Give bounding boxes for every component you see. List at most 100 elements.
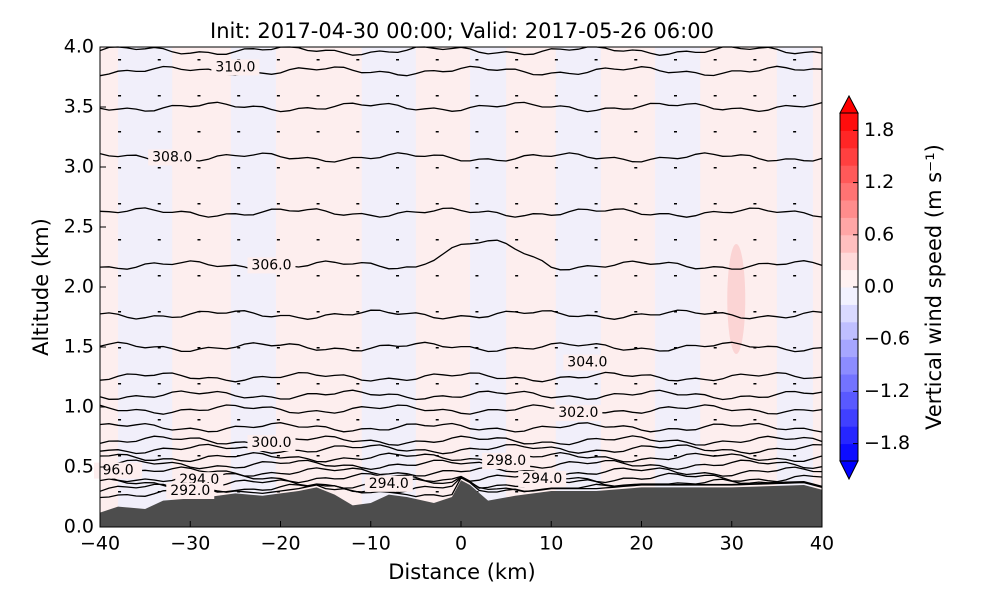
field-band: [555, 47, 601, 527]
wind-vector: [435, 239, 439, 241]
x-tick-label: −30: [170, 533, 210, 555]
colorbar-cell: [840, 374, 858, 392]
wind-vector: [673, 239, 677, 241]
chart-title: Init: 2017-04-30 00:00; Valid: 2017-05-2…: [210, 19, 714, 43]
wind-vector: [237, 239, 241, 241]
wind-vector: [515, 383, 519, 385]
colorbar-label: Vertical wind speed (m s⁻¹): [922, 144, 946, 430]
wind-vector: [515, 203, 519, 205]
wind-vector: [475, 455, 479, 457]
colorbar-cell: [840, 321, 858, 340]
wind-vector: [356, 131, 360, 133]
wind-vector: [634, 239, 638, 241]
wind-vector: [475, 203, 479, 205]
x-axis-label: Distance (km): [388, 560, 536, 584]
wind-vector: [118, 203, 122, 205]
contour-label: 302.0: [558, 405, 598, 421]
wind-vector: [475, 383, 479, 385]
wind-vector: [237, 131, 241, 133]
contour-line: [99, 152, 823, 163]
wind-vector: [435, 131, 439, 133]
colorbar-cell: [840, 182, 858, 201]
wind-vector: [713, 419, 717, 421]
contour-line: [99, 341, 823, 353]
wind-vector: [157, 311, 161, 313]
wind-vector: [316, 347, 320, 349]
colorbar-cell: [840, 304, 858, 323]
wind-vector: [475, 167, 479, 169]
wind-vector: [237, 383, 241, 385]
wind-vector: [793, 275, 797, 277]
wind-vector: [634, 311, 638, 313]
wind-vector: [634, 383, 638, 385]
colorbar-extend-bottom: [839, 460, 859, 481]
contour-line: [99, 371, 823, 383]
contour-label-bg: [211, 59, 260, 76]
wind-vector: [276, 383, 280, 385]
wind-vector: [753, 419, 757, 421]
x-tick-label: −10: [351, 533, 391, 555]
y-tick-label: 3.0: [64, 156, 94, 178]
y-tick-label: 3.5: [64, 96, 94, 118]
contour-label: 294.0: [369, 476, 409, 492]
wind-vector: [276, 131, 280, 133]
field-band: [118, 47, 173, 527]
contour-label-bg: [94, 462, 143, 479]
contour-label-bg: [482, 453, 531, 469]
wind-vector: [634, 419, 638, 421]
wind-vector: [396, 455, 400, 457]
wind-vector: [396, 383, 400, 385]
wind-vector: [793, 419, 797, 421]
wind-vector: [276, 95, 280, 97]
contour-line: [99, 404, 823, 415]
wind-vector: [753, 239, 757, 241]
wind-vector: [356, 239, 360, 241]
wind-vector: [515, 275, 519, 277]
wind-vector: [396, 59, 400, 61]
wind-vector: [475, 59, 479, 61]
wind-vector: [197, 419, 201, 421]
colorbar-cell: [840, 234, 858, 253]
wind-vector: [435, 275, 439, 277]
wind-vector: [554, 455, 558, 457]
wind-vector: [276, 167, 280, 169]
wind-vector: [118, 311, 122, 313]
wind-vector: [713, 239, 717, 241]
wind-vector: [634, 347, 638, 349]
colorbar-tick-label: −1.8: [864, 432, 910, 454]
wind-vector: [554, 167, 558, 169]
colorbar-cell: [840, 426, 858, 445]
wind-vector: [237, 275, 241, 277]
wind-vector: [396, 167, 400, 169]
contour-label: 308.0: [152, 149, 192, 165]
colorbar-tick-label: 0.6: [864, 223, 894, 245]
wind-vector: [356, 383, 360, 385]
wind-vector: [515, 95, 519, 97]
wind-vector: [793, 383, 797, 385]
wind-vector: [793, 59, 797, 61]
wind-vector: [356, 203, 360, 205]
colorbar-tick-label: −1.2: [864, 380, 910, 402]
wind-vector: [554, 239, 558, 241]
wind-vector: [475, 239, 479, 241]
wind-vector: [118, 455, 122, 457]
wind-vector: [316, 311, 320, 313]
colorbar-cell: [840, 113, 858, 131]
wind-vector: [276, 419, 280, 421]
wind-vector: [713, 383, 717, 385]
wind-vector: [435, 59, 439, 61]
field-band: [655, 47, 701, 527]
wind-vector: [673, 419, 677, 421]
contour-label-bg: [247, 257, 296, 274]
colorbar-cell: [840, 391, 858, 410]
wind-vector: [276, 347, 280, 349]
wind-vector: [713, 59, 717, 61]
colorbar-cell: [840, 130, 858, 149]
wind-vector: [515, 131, 519, 133]
wind-vector: [237, 347, 241, 349]
y-tick-label: 4.0: [64, 36, 94, 58]
wind-vector: [237, 419, 241, 421]
colorbar-cell: [840, 356, 858, 375]
wind-vector: [634, 95, 638, 97]
